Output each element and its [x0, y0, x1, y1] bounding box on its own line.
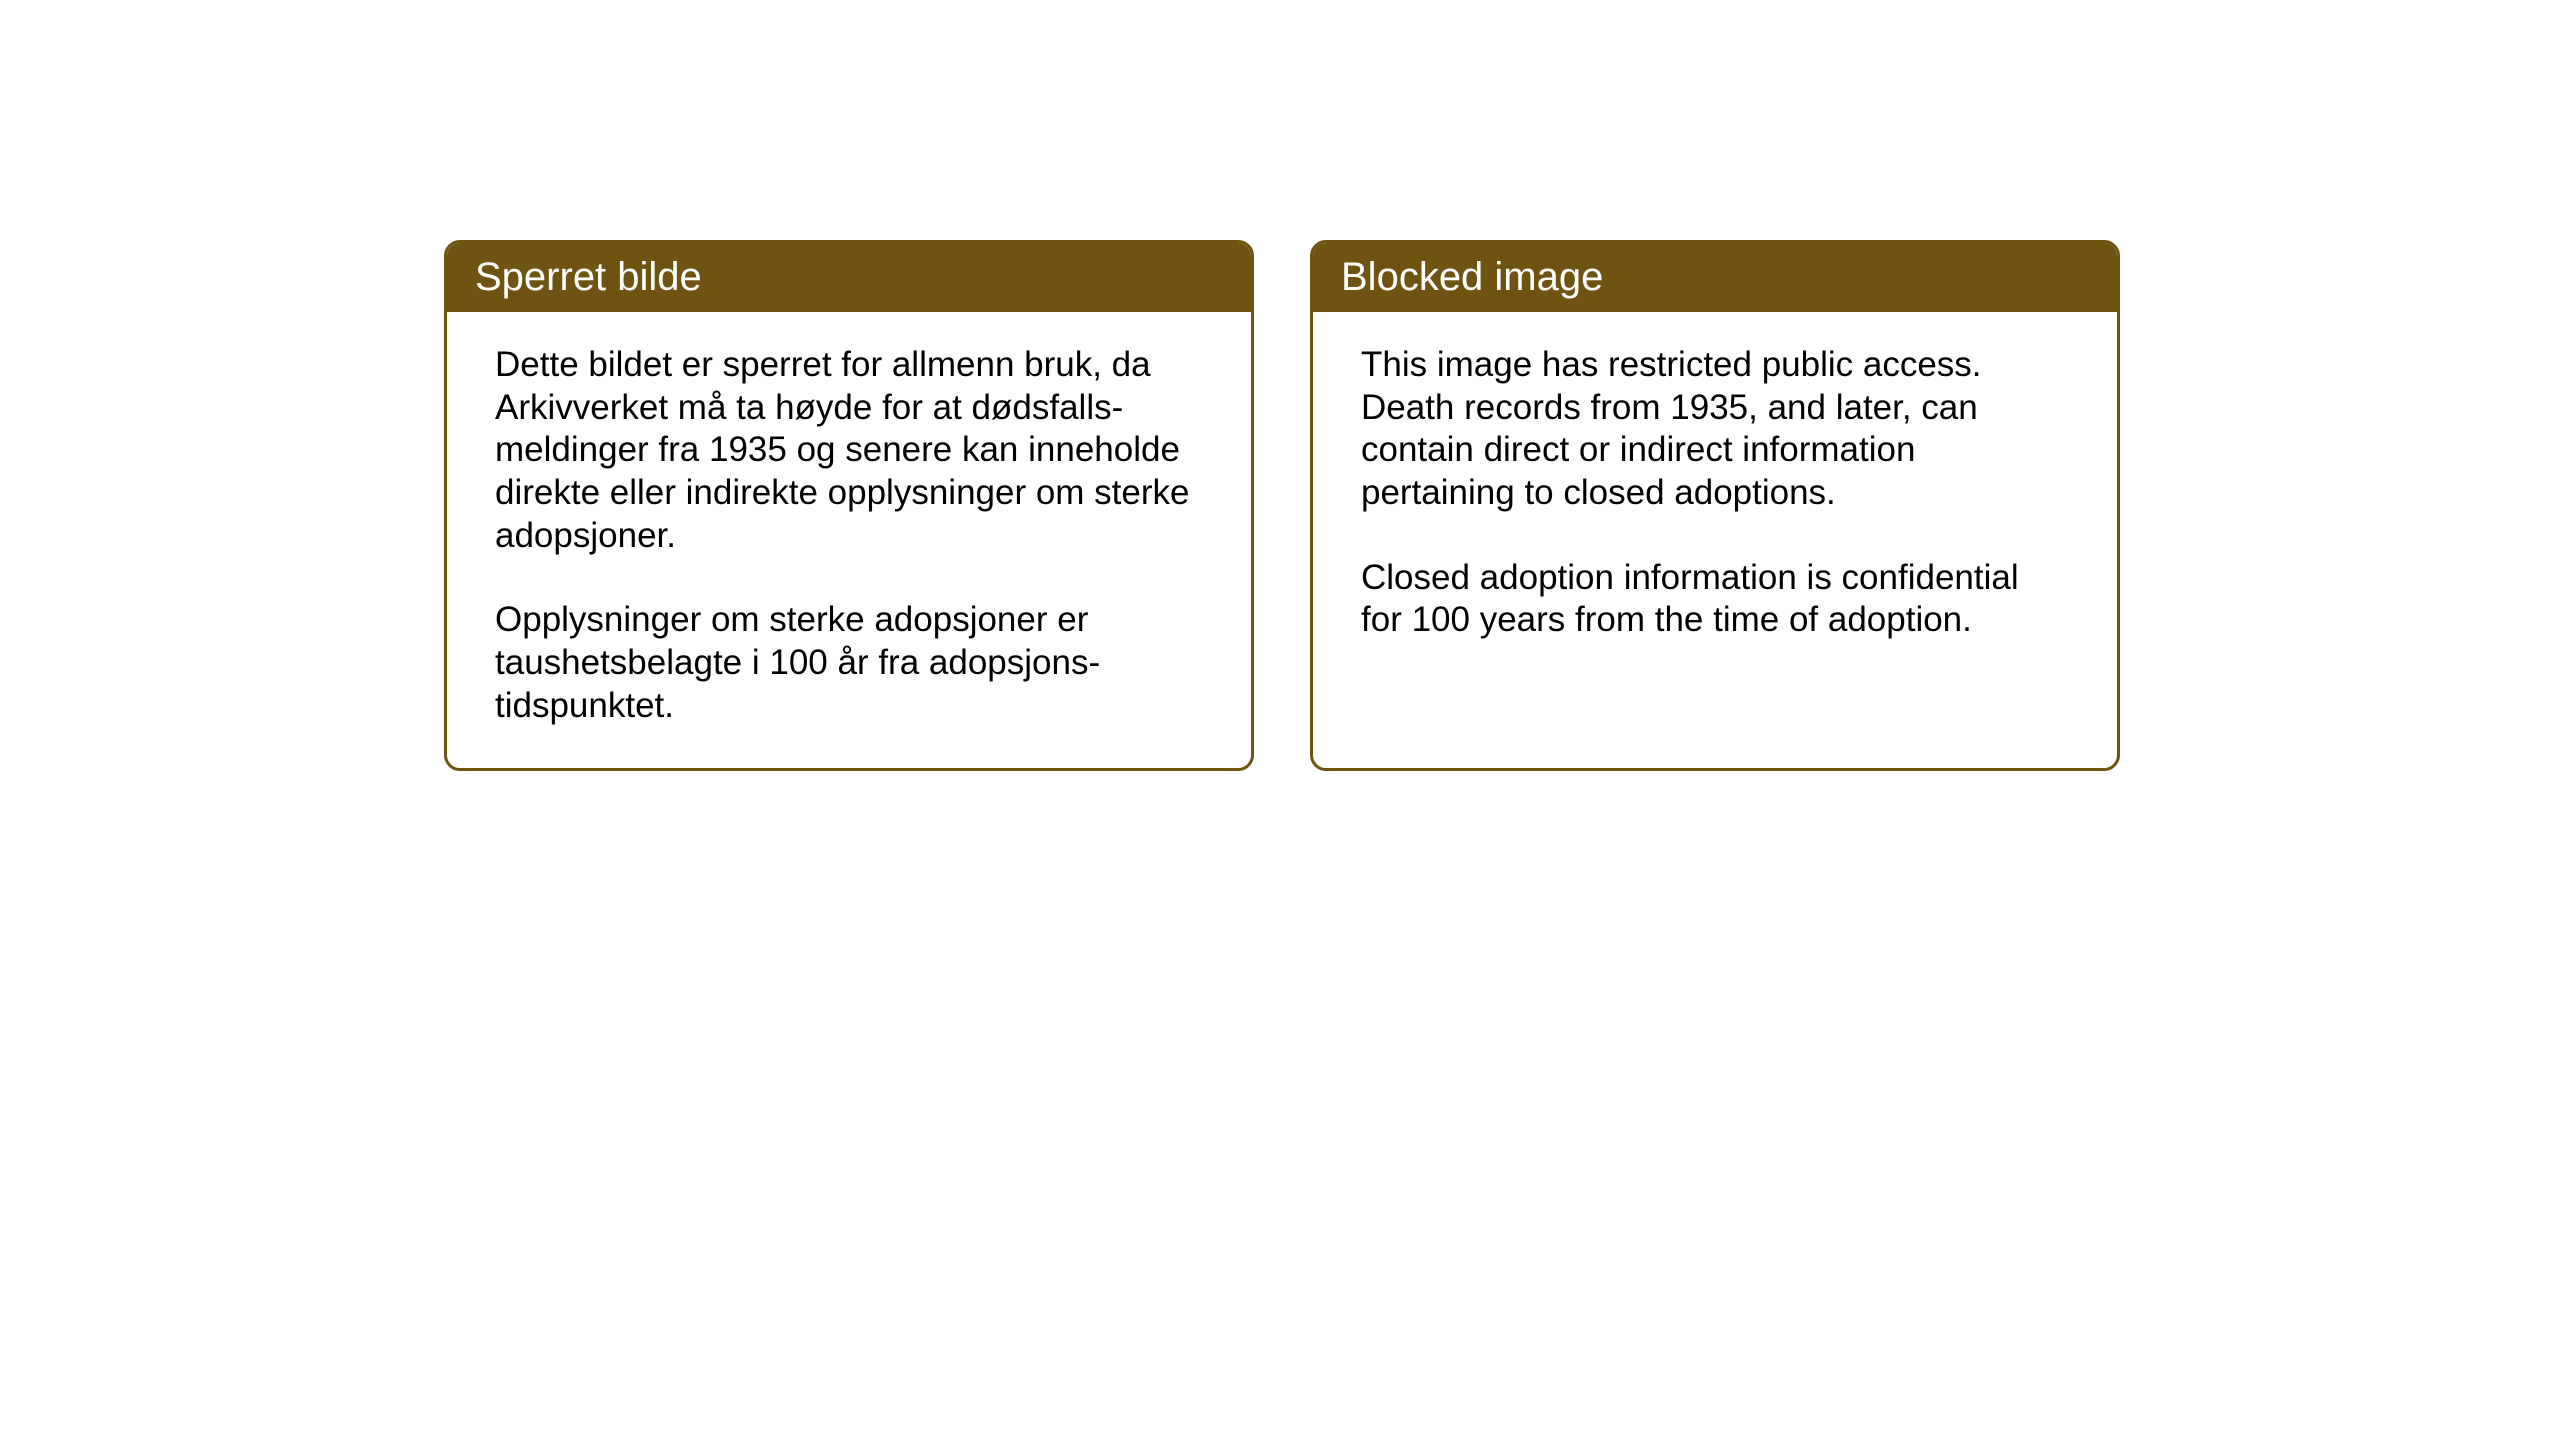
english-card-body: This image has restricted public access.…	[1313, 312, 2117, 682]
english-paragraph-1: This image has restricted public access.…	[1361, 344, 2069, 515]
norwegian-paragraph-1: Dette bildet er sperret for allmenn bruk…	[495, 344, 1203, 557]
notice-container: Sperret bilde Dette bildet er sperret fo…	[444, 240, 2120, 771]
norwegian-card-title: Sperret bilde	[447, 243, 1251, 312]
norwegian-paragraph-2: Opplysninger om sterke adopsjoner er tau…	[495, 599, 1203, 727]
english-paragraph-2: Closed adoption information is confident…	[1361, 557, 2069, 642]
norwegian-card-body: Dette bildet er sperret for allmenn bruk…	[447, 312, 1251, 768]
norwegian-notice-card: Sperret bilde Dette bildet er sperret fo…	[444, 240, 1254, 771]
english-notice-card: Blocked image This image has restricted …	[1310, 240, 2120, 771]
english-card-title: Blocked image	[1313, 243, 2117, 312]
